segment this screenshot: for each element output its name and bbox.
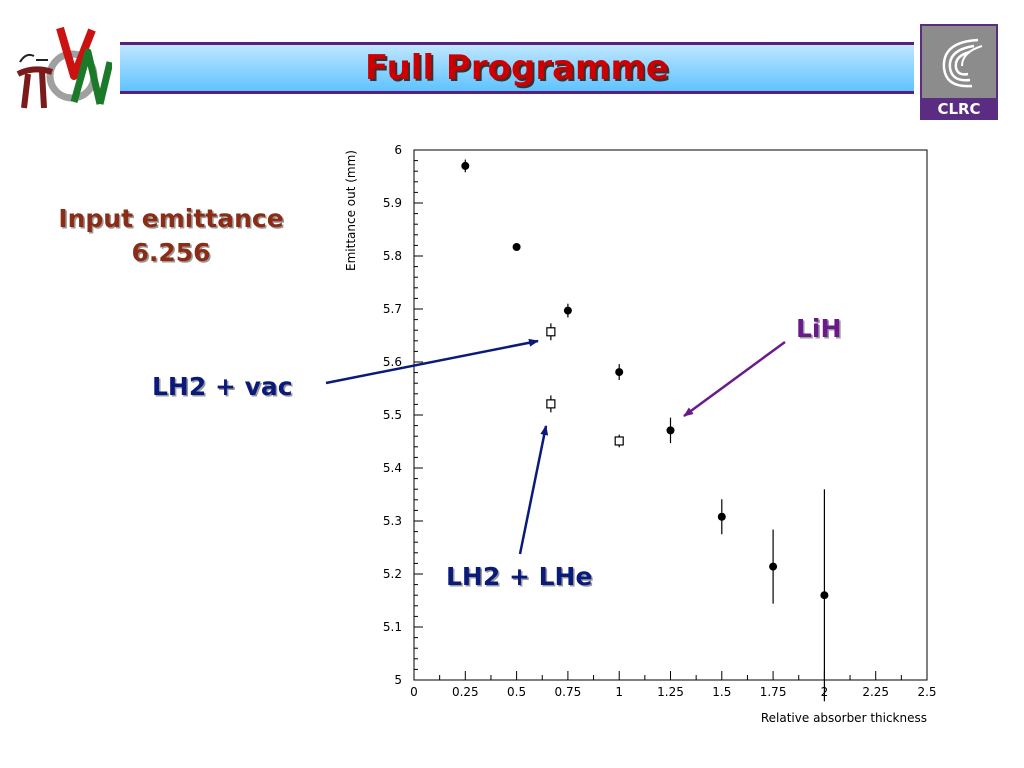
data-point (769, 562, 778, 571)
x-tick-label: 0.5 (507, 685, 526, 699)
x-tick-label: 2.5 (917, 685, 936, 699)
data-point-open (614, 436, 624, 446)
swirl-logo-icon (942, 38, 983, 88)
input-emittance-note: Input emittance 6.256 (40, 202, 302, 270)
lh2-vac-annotation: LH2 + vac (152, 372, 293, 401)
lh2-vac-arrow (325, 338, 539, 385)
x-tick-label: 0 (410, 685, 418, 699)
data-point (563, 306, 572, 315)
data-point (461, 161, 470, 170)
title-bar (120, 42, 914, 94)
y-tick-label: 5.1 (383, 620, 402, 634)
input-emittance-label: Input emittance (58, 204, 284, 233)
data-point (666, 426, 675, 435)
y-tick-label: 5.9 (383, 196, 402, 210)
plot-frame (413, 149, 928, 681)
data-point (615, 368, 624, 377)
axis-ticks (413, 149, 928, 681)
x-tick-label: 1 (615, 685, 623, 699)
y-tick-label: 5.2 (383, 567, 402, 581)
y-tick-label: 5.5 (383, 408, 402, 422)
y-tick-label: 5 (394, 673, 402, 687)
clrc-logo-text: CLRC (922, 98, 996, 120)
y-axis-label: Emittance out (mm) (344, 150, 358, 271)
y-tick-label: 5.7 (383, 302, 402, 316)
x-axis-label: Relative absorber thickness (761, 711, 927, 725)
lh2-lhe-arrow (518, 425, 549, 555)
input-emittance-value: 6.256 (131, 238, 211, 267)
data-point-open (546, 327, 556, 337)
y-tick-label: 5.3 (383, 514, 402, 528)
y-tick-label: 5.4 (383, 461, 402, 475)
clrc-logo: CLRC (920, 24, 998, 120)
data-points (461, 159, 829, 702)
x-tick-label: 2.25 (862, 685, 889, 699)
lh2-lhe-annotation: LH2 + LHe (446, 562, 593, 591)
data-point (717, 512, 726, 521)
x-tick-label: 1.5 (712, 685, 731, 699)
lih-arrow (683, 340, 786, 418)
x-tick-label: 0.75 (555, 685, 582, 699)
data-point (512, 242, 521, 251)
y-tick-label: 5.8 (383, 249, 402, 263)
x-tick-label: 1.75 (760, 685, 787, 699)
y-tick-label: 6 (394, 143, 402, 157)
y-tick-label: 5.6 (383, 355, 402, 369)
page-title: Full Programme (365, 48, 669, 88)
x-tick-label: 1.25 (657, 685, 684, 699)
lih-annotation: LiH (796, 314, 842, 343)
data-point (820, 591, 829, 600)
y-tick-labels: 5 5.1 5.2 5.3 5.4 5.5 5.6 5.7 5.8 5.9 6 (383, 143, 402, 687)
x-tick-label: 0.25 (452, 685, 479, 699)
data-point-open (546, 399, 556, 409)
fact-logo-icon (16, 26, 112, 109)
